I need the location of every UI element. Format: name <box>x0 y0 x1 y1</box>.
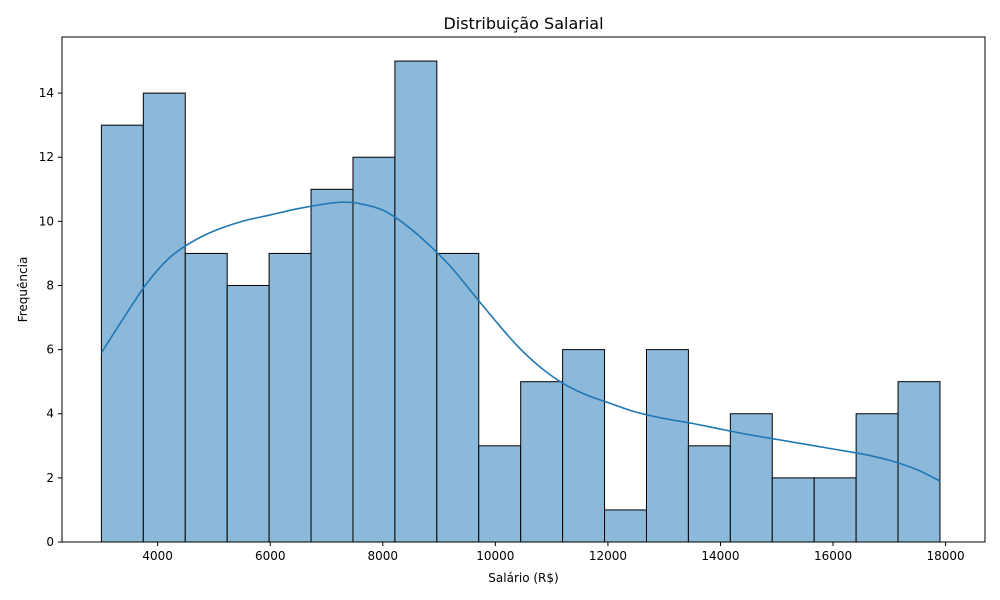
plot-frame <box>61 36 986 543</box>
x-tick-label: 10000 <box>476 549 514 563</box>
y-tick-label: 0 <box>46 535 54 549</box>
x-tick-label: 12000 <box>589 549 627 563</box>
kde-density-line <box>100 201 941 482</box>
histogram-bar <box>268 252 312 543</box>
y-tick-label: 10 <box>39 214 54 228</box>
histogram-bar <box>687 445 731 543</box>
y-axis-title: Frequência <box>16 257 30 323</box>
histogram-bar <box>184 252 228 543</box>
y-tick-label: 4 <box>46 407 54 421</box>
histogram-bar <box>226 284 270 543</box>
y-tick-label: 6 <box>46 343 54 357</box>
histogram-bar <box>645 349 689 543</box>
histogram-bar <box>813 477 857 543</box>
x-tick-label: 6000 <box>255 549 286 563</box>
x-tick-label: 14000 <box>701 549 739 563</box>
histogram-bar <box>562 349 606 543</box>
kde-layer <box>100 201 941 482</box>
x-tick-label: 8000 <box>368 549 399 563</box>
histogram-bar <box>478 445 522 543</box>
y-tick-label: 2 <box>46 471 54 485</box>
histogram-bar <box>352 156 396 543</box>
x-tick-label: 16000 <box>814 549 852 563</box>
x-tick-label: 18000 <box>927 549 965 563</box>
y-tick-label: 12 <box>39 150 54 164</box>
x-tick-label: 4000 <box>142 549 173 563</box>
x-axis-title: Salário (R$) <box>488 571 558 585</box>
bars-layer <box>100 60 941 543</box>
histogram-bar <box>310 188 354 543</box>
histogram-bar <box>100 124 144 543</box>
y-tick-label: 14 <box>39 86 54 100</box>
y-tick-label: 8 <box>46 278 54 292</box>
histogram-bar <box>771 477 815 543</box>
histogram-bar <box>436 252 480 543</box>
histogram-bar <box>855 413 899 543</box>
histogram-bar <box>897 381 941 543</box>
x-axis-ticks: 4000 6000 8000 10000 12000 14000 16000 18000 <box>142 542 965 563</box>
histogram-bar <box>394 60 438 543</box>
histogram-bar <box>142 92 186 543</box>
histogram-bar <box>520 381 564 543</box>
y-axis-ticks: 0 2 4 6 8 10 12 14 <box>39 86 62 549</box>
chart-title: Distribuição Salarial <box>443 14 603 33</box>
histogram-bar <box>604 509 647 543</box>
